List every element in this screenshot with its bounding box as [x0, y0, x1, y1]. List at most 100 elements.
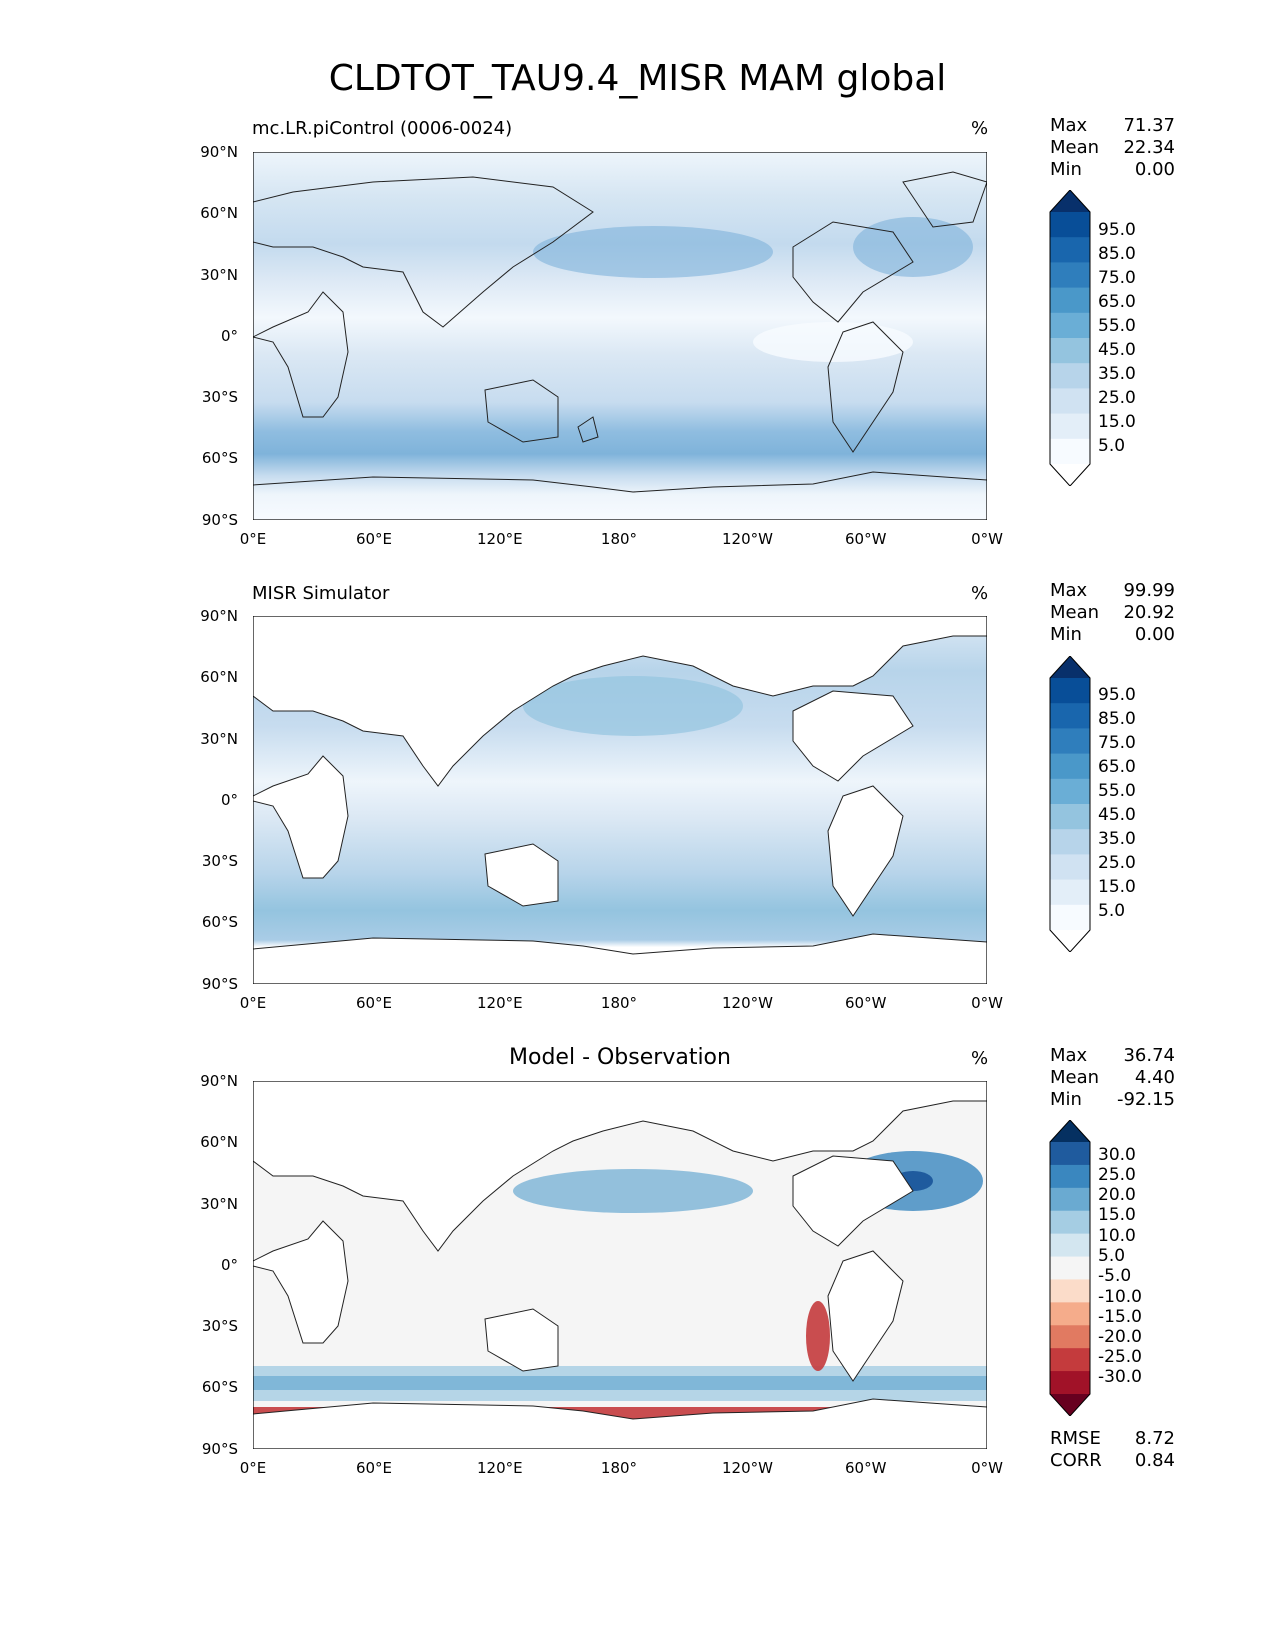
panel-3-lat-tick: 30°S — [201, 1317, 238, 1335]
panel-2-max-value: 99.99 — [1123, 580, 1175, 601]
colorbar-extend-max — [1050, 656, 1090, 678]
panel-1-lon-tick: 60°E — [355, 530, 393, 548]
panel-2-lat-tick: 60°S — [201, 913, 238, 931]
panel-2-lon-tick: 180° — [600, 994, 638, 1012]
panel-3-cb-label: 10.0 — [1098, 1226, 1136, 1246]
panel-1-min-label: Min — [1050, 159, 1082, 180]
colorbar-segment — [1050, 728, 1090, 755]
panel-1-cb-label: 95.0 — [1098, 220, 1136, 240]
panel-1-lon-tick: 180° — [600, 530, 638, 548]
panel-2-cb-label: 35.0 — [1098, 829, 1136, 849]
panel-3-mean-value: 4.40 — [1134, 1067, 1175, 1088]
colorbar-segment — [1050, 1302, 1090, 1326]
panel-2-pacific-storm-track — [523, 676, 743, 736]
panel-2-lat-tick: 90°S — [201, 975, 238, 993]
colorbar-segment — [1050, 1187, 1090, 1212]
rmse-label: RMSE — [1050, 1428, 1101, 1449]
colorbar-segment — [1050, 212, 1090, 238]
panel-2-lat-tick: 30°N — [200, 730, 238, 748]
colorbar-segment — [1050, 237, 1090, 263]
panel-1-coastlines — [253, 171, 987, 493]
panel-3-lat-tick: 90°S — [201, 1440, 238, 1458]
panel-3-lon-tick: 60°E — [355, 1459, 393, 1477]
panel-2-lat-tick: 30°S — [201, 852, 238, 870]
colorbar-segment — [1050, 678, 1090, 704]
panel-2-cb-label: 5.0 — [1098, 901, 1126, 921]
panel-2-lon-tick: 60°E — [355, 994, 393, 1012]
panel-3-lat-tick: 30°N — [200, 1195, 238, 1213]
panel-1-cb-label: 65.0 — [1098, 292, 1136, 312]
panel-1-colorbar — [1049, 190, 1091, 486]
panel-1-lon-tick: 0°W — [971, 530, 1003, 548]
panel-2-lon-tick: 0°W — [971, 994, 1003, 1012]
colorbar-segment — [1050, 1142, 1090, 1166]
panel-2-max-label: Max — [1050, 580, 1088, 601]
panel-3-lat-tick: 90°N — [200, 1072, 238, 1090]
colorbar-segment — [1050, 1325, 1090, 1349]
panel-3-cb-label: 30.0 — [1098, 1145, 1136, 1165]
colorbar-extend-max — [1050, 1120, 1090, 1142]
panel-2-min-label: Min — [1050, 624, 1082, 645]
panel-1-mean-value: 22.34 — [1123, 137, 1175, 158]
colorbar-segment — [1050, 1348, 1090, 1372]
panel-1-cb-label: 85.0 — [1098, 244, 1136, 264]
colorbar-extend-min — [1050, 930, 1090, 952]
panel-3-southern-band-core — [253, 1376, 987, 1390]
panel-1-pacific-storm-track — [533, 226, 773, 278]
colorbar-extend-min — [1050, 1394, 1090, 1416]
panel-1-lon-tick: 0°E — [239, 530, 267, 548]
panel-2-map — [253, 616, 987, 984]
colorbar-segment — [1050, 363, 1090, 389]
panel-1-cb-label: 15.0 — [1098, 412, 1136, 432]
colorbar-outline — [1049, 190, 1091, 486]
panel-1-cb-label: 45.0 — [1098, 340, 1136, 360]
panel-1-lat-tick: 60°N — [200, 204, 238, 222]
panel-2-cb-label: 55.0 — [1098, 781, 1136, 801]
panel-1-min-value: 0.00 — [1134, 159, 1175, 180]
colorbar-segment — [1050, 262, 1090, 289]
panel-1-clear-band — [753, 322, 913, 362]
panel-2-lon-tick: 120°W — [722, 994, 773, 1012]
panel-2-cb-label: 45.0 — [1098, 805, 1136, 825]
panel-2-lon-tick: 0°E — [239, 994, 267, 1012]
colorbar-segment — [1050, 1256, 1090, 1280]
panel-2-lat-tick: 60°N — [200, 668, 238, 686]
panel-1-lon-tick: 60°W — [845, 530, 887, 548]
panel-3-cb-label: 5.0 — [1098, 1246, 1126, 1266]
panel-3-max-value: 36.74 — [1123, 1045, 1175, 1066]
panel-3-cb-label: -15.0 — [1098, 1307, 1142, 1327]
panel-3-lon-tick: 0°W — [971, 1459, 1003, 1477]
colorbar-segment — [1050, 829, 1090, 855]
colorbar-segment — [1050, 1164, 1090, 1189]
panel-1-lat-tick: 30°N — [200, 266, 238, 284]
panel-2-lat-tick: 0° — [220, 791, 238, 809]
panel-2-title: MISR Simulator — [252, 583, 390, 604]
colorbar-extend-min — [1050, 464, 1090, 486]
panel-3-lon-tick: 60°W — [845, 1459, 887, 1477]
panel-2-min-value: 0.00 — [1134, 624, 1175, 645]
panel-2-cb-label: 15.0 — [1098, 877, 1136, 897]
colorbar-segment — [1050, 287, 1090, 314]
panel-1-unit: % — [971, 118, 989, 139]
panel-1-lat-tick: 90°N — [200, 143, 238, 161]
panel-3-lon-tick: 180° — [600, 1459, 638, 1477]
panel-2-colorbar — [1049, 656, 1091, 952]
colorbar-segment — [1050, 904, 1090, 931]
panel-1-cb-label: 25.0 — [1098, 388, 1136, 408]
colorbar-segment — [1050, 413, 1090, 440]
colorbar-segment — [1050, 753, 1090, 780]
colorbar-segment — [1050, 1279, 1090, 1303]
panel-2-land — [253, 616, 987, 984]
panel-3-cb-label: 20.0 — [1098, 1185, 1136, 1205]
panel-3-colorbar — [1049, 1120, 1091, 1416]
panel-2-cb-label: 75.0 — [1098, 733, 1136, 753]
colorbar-outline — [1049, 656, 1091, 952]
panel-2-cb-label: 65.0 — [1098, 757, 1136, 777]
panel-1-title: mc.LR.piControl (0006-0024) — [252, 118, 513, 139]
colorbar-segment — [1050, 778, 1090, 805]
colorbar-segment — [1050, 338, 1090, 364]
panel-1-atlantic-storm-track — [853, 217, 973, 277]
panel-2-lon-tick: 60°W — [845, 994, 887, 1012]
panel-3-pacific-band — [513, 1169, 753, 1213]
panel-1-cb-label: 35.0 — [1098, 364, 1136, 384]
